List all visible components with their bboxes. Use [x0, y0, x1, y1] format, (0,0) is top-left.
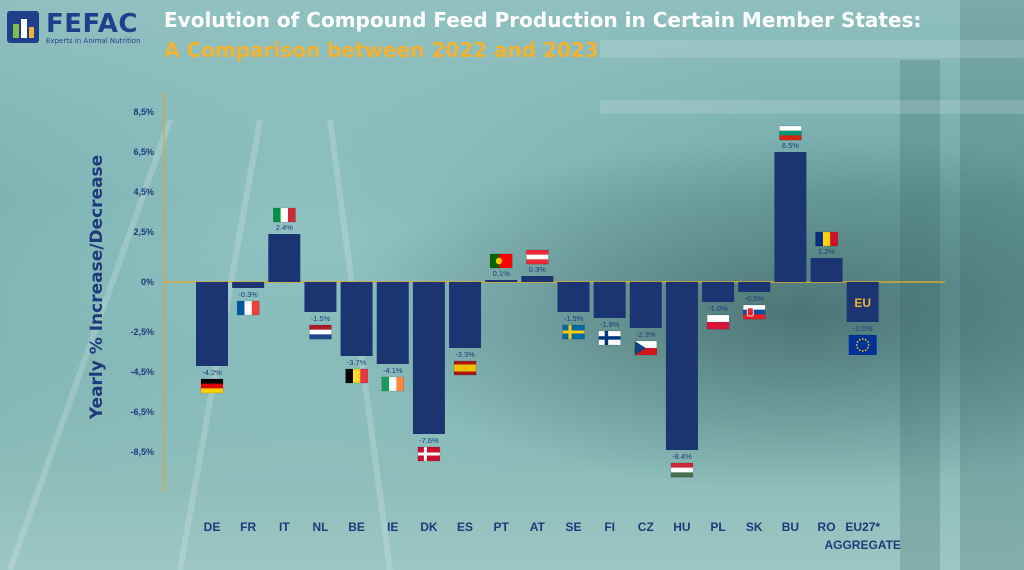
y-tick-label: 0% — [141, 277, 154, 287]
y-tick-label: 6,5% — [133, 147, 154, 157]
x-tick-label: IE — [387, 520, 398, 534]
data-label: -8.4% — [672, 452, 692, 461]
belgium-flag-icon — [345, 368, 368, 384]
x-tick-label: CZ — [638, 520, 654, 534]
data-label: -0.5% — [744, 294, 764, 303]
bar-fr — [232, 282, 265, 288]
x-tick-sublabel: AGGREGATE — [824, 538, 900, 552]
bar-be — [340, 282, 373, 356]
bar-at — [521, 276, 554, 282]
slovakia-flag-icon — [743, 304, 766, 320]
x-tick-label: FR — [240, 520, 256, 534]
data-label: 6.5% — [782, 141, 799, 150]
data-label: -4.2% — [202, 368, 222, 377]
denmark-flag-icon — [417, 446, 441, 462]
data-label: 0.3% — [529, 265, 546, 274]
hungary-flag-icon — [670, 462, 694, 478]
data-label: -7.6% — [419, 436, 439, 445]
x-tick-label: BU — [782, 520, 799, 534]
data-label: -2.3% — [636, 330, 656, 339]
bar-pl — [702, 282, 735, 302]
bar-ie — [376, 282, 409, 364]
bar-se — [557, 282, 590, 312]
data-label: 1.2% — [818, 247, 835, 256]
eu-flag-icon — [848, 334, 877, 355]
bar-ro — [810, 258, 843, 282]
bar-es — [449, 282, 482, 348]
bar-nl — [304, 282, 337, 312]
fefac-logo-icon — [7, 11, 39, 43]
x-tick-label: DE — [204, 520, 221, 534]
bar-bu — [774, 152, 807, 282]
data-label: 2.4% — [276, 223, 293, 232]
logo-tagline: Experts in Animal Nutrition — [46, 37, 141, 45]
bar-hu — [665, 282, 698, 450]
x-tick-label: PL — [710, 520, 725, 534]
x-tick-label: IT — [279, 520, 290, 534]
data-label: -4.1% — [383, 366, 403, 375]
finland-flag-icon — [598, 330, 621, 346]
italy-flag-icon — [273, 207, 296, 223]
x-tick-label: AT — [530, 520, 546, 534]
x-tick-label: SE — [565, 520, 581, 534]
y-tick-label: 8,5% — [133, 107, 154, 117]
ireland-flag-icon — [381, 376, 404, 392]
spain-flag-icon — [453, 360, 477, 376]
bar-pt — [485, 280, 518, 282]
data-label: -1.8% — [600, 320, 620, 329]
data-label: -2.0% — [853, 324, 873, 333]
france-flag-icon — [236, 300, 260, 316]
y-tick-label: -6,5% — [130, 407, 154, 417]
y-tick-label: -4,5% — [130, 367, 154, 377]
x-tick-label: PT — [494, 520, 510, 534]
y-tick-label: 4,5% — [133, 187, 154, 197]
x-tick-label: EU27* — [845, 520, 880, 534]
data-label: -3.3% — [455, 350, 475, 359]
bar-fi — [593, 282, 626, 318]
chart-title-line2: A Comparison between 2022 and 2023 — [164, 38, 599, 62]
x-tick-label: HU — [673, 520, 690, 534]
romania-flag-icon — [815, 231, 838, 247]
x-tick-label: BE — [348, 520, 365, 534]
x-tick-label: SK — [746, 520, 763, 534]
fefac-logo: FEFAC Experts in Animal Nutrition — [6, 8, 156, 48]
x-tick-label: RO — [818, 520, 836, 534]
austria-flag-icon — [526, 249, 549, 265]
sweden-flag-icon — [562, 324, 585, 340]
portugal-flag-icon — [489, 253, 513, 269]
data-label: -0.3% — [238, 290, 258, 299]
logo-wordmark: FEFAC — [46, 9, 139, 39]
y-tick-label: -8,5% — [130, 447, 154, 457]
x-tick-label: DK — [420, 520, 438, 534]
czechia-flag-icon — [634, 340, 658, 356]
bulgaria-flag-icon — [779, 125, 802, 141]
germany-flag-icon — [200, 378, 224, 394]
data-label: -1.0% — [708, 304, 728, 313]
bar-cz — [629, 282, 662, 328]
bar-sk — [738, 282, 771, 292]
y-tick-label: -2,5% — [130, 327, 154, 337]
y-tick-label: 2,5% — [133, 227, 154, 237]
netherlands-flag-icon — [309, 324, 332, 340]
data-label: -3.7% — [347, 358, 367, 367]
x-tick-label: NL — [312, 520, 328, 534]
bar-eu27 — [846, 282, 879, 322]
poland-flag-icon — [706, 314, 730, 330]
bar-badge: EU — [854, 296, 871, 310]
bar-dk — [412, 282, 445, 434]
data-label: 0.1% — [493, 269, 510, 278]
x-tick-label: FI — [604, 520, 615, 534]
data-label: -1.5% — [311, 314, 331, 323]
bar-de — [196, 282, 228, 366]
x-tick-label: ES — [457, 520, 473, 534]
data-label: -1.5% — [564, 314, 584, 323]
bar-it — [268, 234, 301, 282]
chart-title-line1: Evolution of Compound Feed Production in… — [164, 8, 922, 32]
